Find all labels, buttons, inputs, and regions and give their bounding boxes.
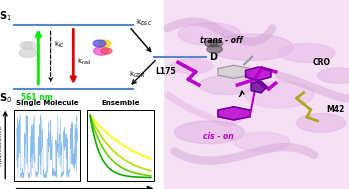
Text: τ$_{DSC}$: τ$_{DSC}$ [116, 115, 132, 125]
Text: 561 nm: 561 nm [21, 93, 53, 102]
Polygon shape [244, 81, 314, 108]
Text: k$_{IC}$: k$_{IC}$ [54, 40, 65, 50]
Circle shape [94, 47, 109, 55]
Text: M42: M42 [326, 105, 344, 114]
Circle shape [205, 40, 217, 47]
Circle shape [19, 48, 37, 58]
Polygon shape [251, 81, 267, 93]
Circle shape [93, 40, 106, 47]
Text: τ$_{GSR}$: τ$_{GSR}$ [42, 115, 59, 125]
Text: trans - off: trans - off [200, 36, 243, 45]
Text: Fluorescence: Fluorescence [0, 125, 2, 166]
Text: k$_{GSR}$: k$_{GSR}$ [129, 70, 145, 80]
Text: D: D [209, 52, 217, 62]
Bar [164, 0, 349, 189]
Polygon shape [171, 59, 213, 74]
Bar [14, 110, 80, 181]
Text: CRO: CRO [312, 58, 331, 67]
Circle shape [101, 48, 112, 54]
Text: cis - on: cis - on [203, 132, 233, 141]
Polygon shape [218, 107, 250, 120]
FancyArrowPatch shape [239, 91, 244, 97]
Circle shape [210, 40, 223, 47]
Text: S$_0$: S$_0$ [0, 91, 12, 105]
Polygon shape [209, 34, 293, 60]
Polygon shape [174, 121, 244, 144]
Circle shape [98, 40, 111, 47]
Polygon shape [279, 43, 335, 62]
Text: k$_{DSC}$: k$_{DSC}$ [136, 18, 153, 28]
Polygon shape [199, 76, 255, 94]
Text: Single Molecule: Single Molecule [16, 100, 79, 106]
Polygon shape [178, 23, 241, 45]
Polygon shape [218, 65, 250, 78]
Text: S$_1$: S$_1$ [0, 9, 12, 23]
Text: Ensemble: Ensemble [101, 100, 140, 106]
Polygon shape [246, 67, 271, 80]
Circle shape [207, 45, 222, 53]
Bar [87, 110, 154, 181]
Text: L175: L175 [156, 67, 176, 76]
Polygon shape [234, 132, 290, 151]
Polygon shape [297, 113, 346, 132]
Circle shape [20, 42, 32, 49]
Text: k$_{rad}$: k$_{rad}$ [77, 57, 91, 67]
Circle shape [23, 42, 37, 49]
Polygon shape [318, 68, 349, 83]
